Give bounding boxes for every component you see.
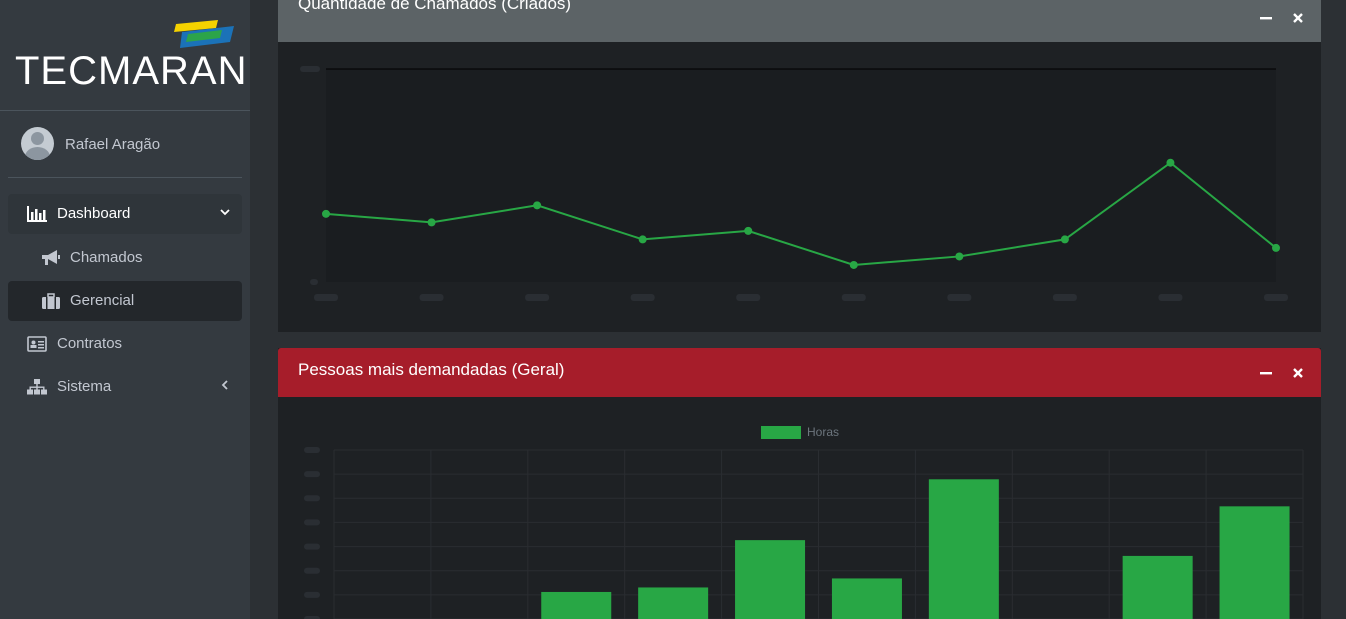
- card-pessoas: Pessoas mais demandadas (Geral) Horas: [278, 348, 1321, 619]
- bar: [1122, 555, 1193, 619]
- y-tick-label: [304, 591, 320, 598]
- bar: [638, 587, 709, 619]
- main-content: Quantidade de Chamados (Criados) Pessoas…: [250, 0, 1346, 619]
- bar: [928, 479, 999, 619]
- data-point: [322, 209, 330, 218]
- minus-icon: [1260, 17, 1272, 20]
- chevron-down-icon: [220, 209, 230, 216]
- x-tick-label: [841, 294, 866, 301]
- x-tick-label: [736, 294, 761, 301]
- sidebar-item-chamados[interactable]: Chamados: [8, 238, 242, 278]
- y-tick-label: [300, 66, 320, 72]
- bar: [735, 540, 806, 619]
- sidebar-item-dashboard[interactable]: Dashboard: [8, 194, 242, 234]
- id-card-icon: [26, 335, 48, 353]
- x-tick-label: [1052, 294, 1077, 301]
- sidebar-item-label: Chamados: [70, 249, 143, 266]
- x-tick-label: [947, 294, 972, 301]
- data-point: [638, 235, 647, 244]
- card-title: Pessoas mais demandadas (Geral): [298, 360, 565, 379]
- y-tick-label: [304, 616, 320, 619]
- bullhorn-icon: [40, 249, 62, 267]
- y-tick-label: [304, 447, 320, 453]
- sitemap-icon: [26, 378, 48, 396]
- bar-chart: Horas: [304, 425, 1304, 619]
- close-button[interactable]: [1291, 366, 1305, 380]
- y-tick-label: [304, 567, 320, 574]
- card-chamados: Quantidade de Chamados (Criados): [278, 0, 1321, 332]
- x-tick-label: [1264, 294, 1288, 301]
- data-point: [849, 260, 858, 269]
- close-icon: [1293, 13, 1303, 23]
- brand-logo[interactable]: TECMARAN: [0, 0, 250, 111]
- y-tick-label: [304, 519, 320, 526]
- sidebar-item-sistema[interactable]: Sistema: [8, 367, 242, 407]
- user-name[interactable]: Rafael Aragão: [65, 136, 161, 153]
- close-icon: [1293, 368, 1303, 378]
- data-point: [1166, 158, 1175, 167]
- sidebar-item-contratos[interactable]: Contratos: [8, 324, 242, 364]
- sidebar-item-label: Dashboard: [57, 205, 131, 222]
- minus-icon: [1260, 372, 1272, 375]
- legend-label: Horas: [807, 425, 839, 439]
- minimize-button[interactable]: [1259, 366, 1273, 380]
- plot-area: [326, 69, 1276, 282]
- minimize-button[interactable]: [1259, 11, 1273, 25]
- card-title: Quantidade de Chamados (Criados): [298, 0, 572, 13]
- chevron-left-icon: [221, 380, 228, 390]
- x-tick-label: [419, 294, 444, 301]
- briefcase-icon: [40, 292, 62, 310]
- y-tick-label: [310, 279, 318, 285]
- card-tools: [1259, 0, 1305, 42]
- y-tick-label: [304, 471, 320, 478]
- y-tick-label: [304, 543, 320, 550]
- sidebar-item-label: Sistema: [57, 378, 112, 395]
- user-panel[interactable]: Rafael Aragão: [8, 111, 242, 178]
- data-point: [955, 252, 964, 261]
- sidebar-item-label: Contratos: [57, 335, 123, 352]
- data-point: [744, 226, 753, 235]
- bar: [541, 591, 612, 619]
- x-tick-label: [314, 294, 338, 301]
- series-line: [325, 161, 1277, 266]
- sidebar: TECMARAN Rafael Aragão Dashboard Chamado…: [0, 0, 250, 619]
- x-tick-label: [525, 294, 550, 301]
- card-header: Quantidade de Chamados (Criados): [278, 0, 1321, 42]
- brand-name: TECMARAN: [15, 49, 248, 93]
- legend-swatch: [761, 426, 801, 439]
- data-point: [1060, 235, 1069, 244]
- y-tick-label: [304, 495, 320, 502]
- bar: [831, 578, 902, 619]
- x-tick-label: [1158, 294, 1183, 301]
- data-point: [427, 218, 436, 227]
- sidebar-item-label: Gerencial: [70, 292, 135, 309]
- bar: [1219, 506, 1290, 619]
- card-header: Pessoas mais demandadas (Geral): [278, 348, 1321, 397]
- logo-mark-icon: [174, 20, 234, 48]
- data-point: [1272, 243, 1280, 252]
- x-tick-label: [630, 294, 655, 301]
- card-tools: [1259, 349, 1305, 397]
- avatar: [21, 127, 54, 160]
- data-point: [533, 201, 542, 210]
- close-button[interactable]: [1291, 11, 1305, 25]
- line-chart: [300, 66, 1288, 301]
- sidebar-item-gerencial[interactable]: Gerencial: [8, 281, 242, 321]
- bar-chart-icon: [26, 205, 48, 223]
